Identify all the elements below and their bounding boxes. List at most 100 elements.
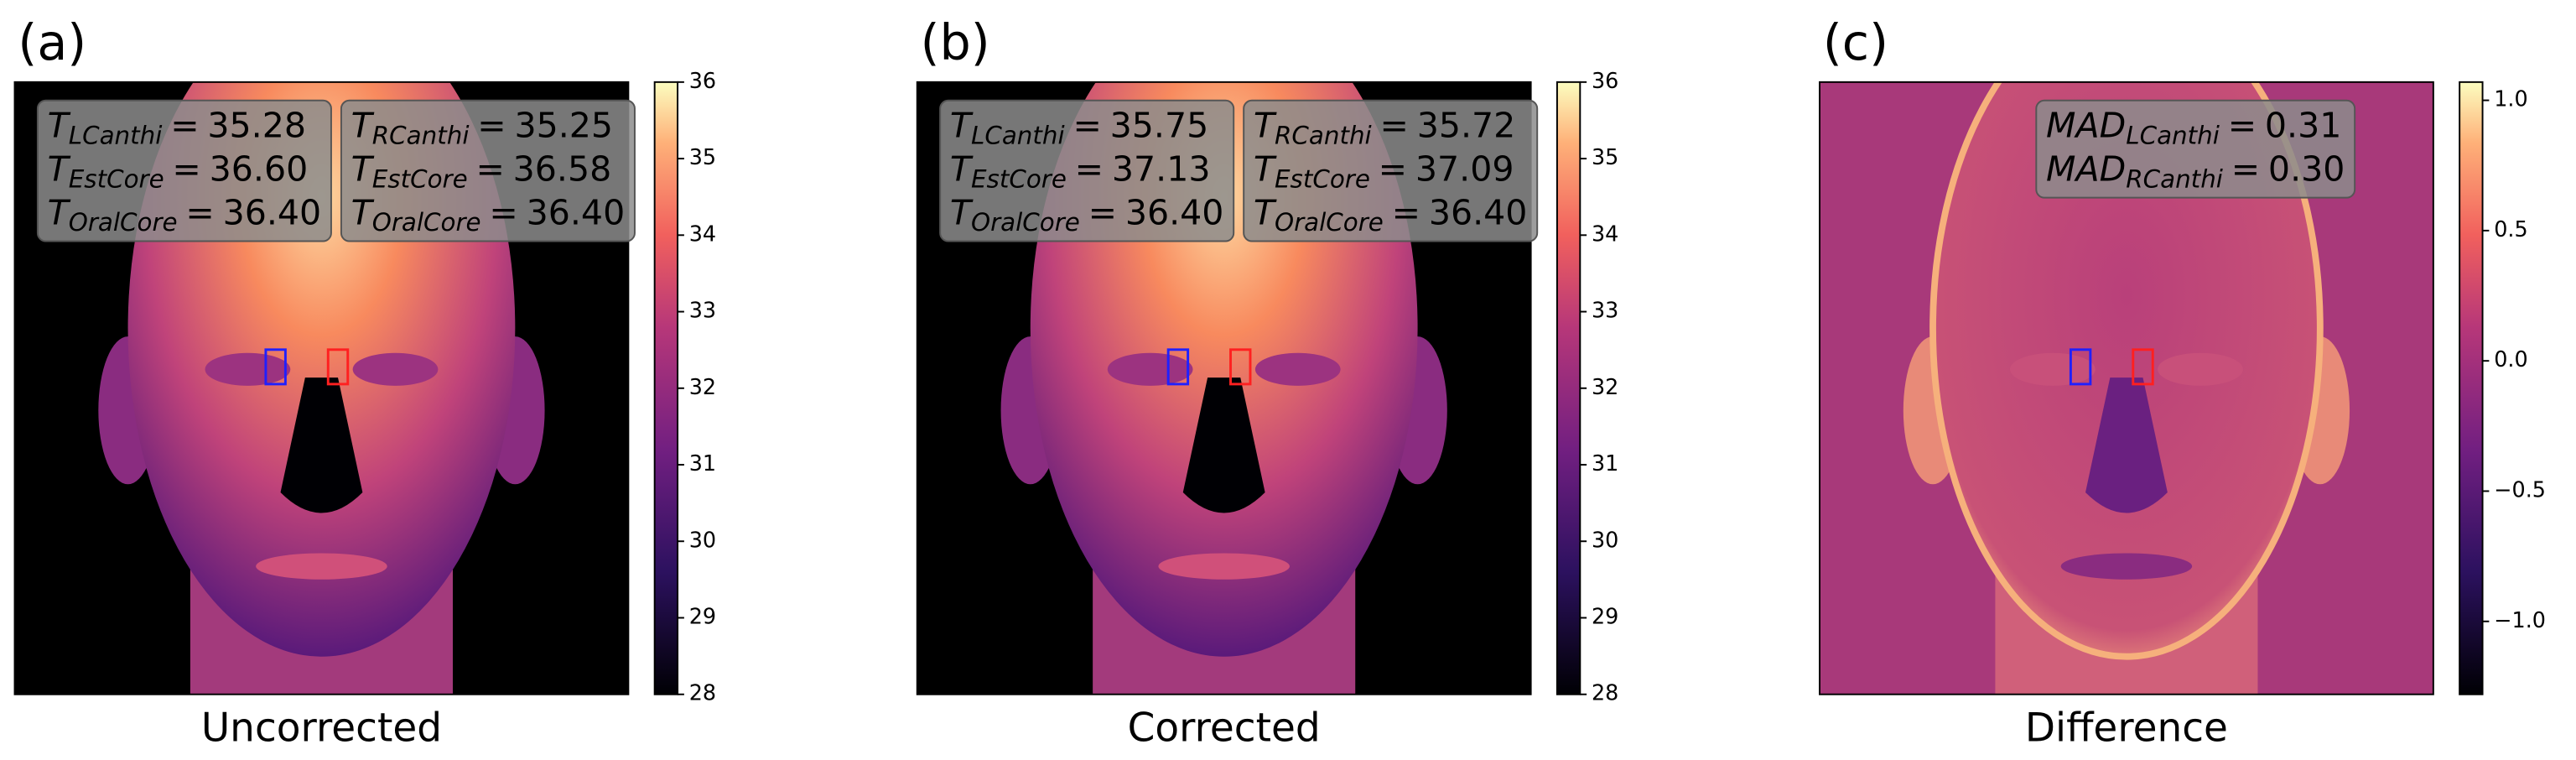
operator: = [1380, 106, 1409, 146]
colorbar-tick-label: 29 [689, 603, 716, 628]
annotation-line: TLCanthi = 35.75 [950, 106, 1208, 149]
colorbar-tick-label: 1.0 [2494, 86, 2527, 112]
image-frame [1819, 81, 2434, 695]
subscript: RCanthi [2126, 164, 2224, 193]
colorbar-tick-label: 35 [689, 144, 716, 169]
subscript: OralCore [69, 208, 178, 237]
symbol: MAD [2046, 106, 2126, 146]
value: 0.31 [2265, 106, 2341, 146]
subscript: LCanthi [69, 121, 164, 149]
mouth [1158, 553, 1290, 580]
panel-label: (a) [18, 14, 86, 71]
symbol: T [1254, 192, 1277, 232]
colorbar-tick-label: 32 [1592, 374, 1618, 399]
panel-label: (b) [921, 14, 990, 71]
symbol: T [1254, 106, 1277, 146]
value: 36.40 [527, 192, 626, 232]
value: 37.13 [1112, 148, 1211, 189]
annotation-line: TOralCore = 36.40 [1254, 192, 1528, 236]
operator: = [1379, 148, 1407, 189]
x-axis-label: Corrected [1128, 705, 1321, 751]
image-frame [916, 81, 1532, 695]
subscript: OralCore [1275, 208, 1384, 237]
colorbar-tick-label: 31 [1592, 450, 1618, 476]
colorbar-tick-label: 28 [689, 680, 716, 705]
symbol: T [950, 106, 974, 146]
annotation-line: TEstCore = 37.13 [950, 148, 1211, 192]
thermal-image [1820, 81, 2433, 695]
colorbar-tick-label: 33 [689, 298, 716, 323]
nose [280, 377, 363, 513]
colorbar-tick-label: −1.0 [2494, 607, 2546, 632]
annotation-background [340, 99, 636, 242]
x-axis-label: Uncorrected [201, 705, 442, 751]
x-axis-label: Difference [2025, 705, 2228, 751]
colorbar-tick-label: 36 [689, 68, 716, 93]
colorbar-tick-label: 34 [1592, 221, 1618, 246]
colorbar-tick-label: 0.5 [2494, 216, 2527, 242]
annotation-line: MADLCanthi = 0.31 [2046, 106, 2341, 149]
operator: = [2228, 106, 2257, 146]
subscript: RCanthi [1275, 121, 1373, 149]
annotation-line: TOralCore = 36.40 [48, 192, 322, 236]
annotation-line: TEstCore = 36.60 [48, 148, 309, 192]
value: 36.40 [1429, 192, 1528, 232]
panel-label: (c) [1823, 14, 1888, 71]
annotation-line: MADRCanthi = 0.30 [2046, 148, 2345, 192]
annotation-line: TOralCore = 36.40 [351, 192, 626, 236]
eye [2009, 352, 2096, 386]
symbol: T [48, 192, 71, 232]
symbol: MAD [2046, 148, 2126, 189]
colorbar-tick-label: 29 [1592, 603, 1618, 628]
operator: = [489, 192, 517, 232]
head [1929, 81, 2324, 660]
value: 35.25 [514, 106, 613, 146]
annotation-line: TEstCore = 37.09 [1254, 148, 1514, 192]
image-frame [13, 81, 630, 695]
subscript: EstCore [372, 164, 468, 193]
colorbar-tick-label: 30 [1592, 527, 1618, 552]
value: 35.75 [1110, 106, 1209, 146]
roi-right [2132, 348, 2154, 386]
colorbar [1555, 81, 1581, 695]
colorbar [2459, 81, 2484, 695]
operator: = [2231, 148, 2260, 189]
colorbar-tick-label: 36 [1592, 68, 1618, 93]
roi-right [326, 348, 350, 386]
symbol: T [48, 148, 71, 189]
eye [2158, 352, 2243, 386]
annotation-background [36, 99, 332, 242]
operator: = [475, 148, 504, 189]
nose [1182, 377, 1265, 513]
symbol: T [950, 192, 974, 232]
eye [352, 352, 439, 386]
value: 36.58 [513, 148, 612, 189]
subscript: RCanthi [372, 121, 470, 149]
operator: = [477, 106, 506, 146]
roi-left [1166, 348, 1190, 386]
symbol: T [351, 148, 375, 189]
colorbar-tick-label: 33 [1592, 298, 1618, 323]
annotation-background [1243, 99, 1539, 242]
subscript: LCanthi [971, 121, 1066, 149]
roi-right [1229, 348, 1252, 386]
operator: = [1072, 106, 1101, 146]
colorbar-tick-label: 31 [689, 450, 716, 476]
symbol: T [351, 106, 375, 146]
colorbar [653, 81, 679, 695]
annotation-background [2035, 99, 2356, 199]
symbol: T [1254, 148, 1277, 189]
annotation-line: TRCanthi = 35.25 [351, 106, 613, 149]
operator: = [172, 148, 200, 189]
value: 35.72 [1417, 106, 1516, 146]
annotation-line: TLCanthi = 35.28 [48, 106, 306, 149]
value: 35.28 [207, 106, 306, 146]
value: 37.09 [1415, 148, 1514, 189]
